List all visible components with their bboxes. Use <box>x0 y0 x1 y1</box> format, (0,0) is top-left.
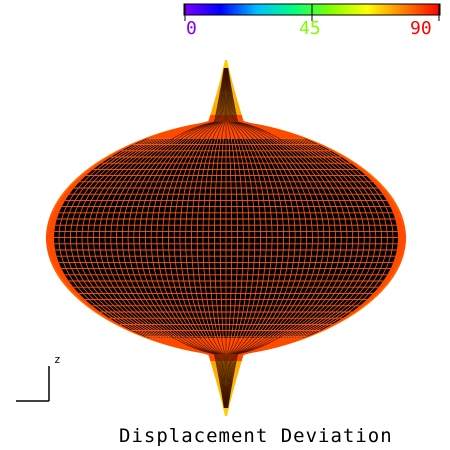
surface-mesh <box>54 138 398 338</box>
tip-mesh <box>170 67 282 409</box>
axis-triad <box>16 366 50 402</box>
axis-triad-z-label: z <box>54 353 61 366</box>
colorbar-max-label: 90 <box>410 18 432 39</box>
plot-caption: Displacement Deviation <box>119 425 393 447</box>
colorbar-min-label: 0 <box>186 18 197 39</box>
colorbar-mid-label: 45 <box>299 18 321 39</box>
